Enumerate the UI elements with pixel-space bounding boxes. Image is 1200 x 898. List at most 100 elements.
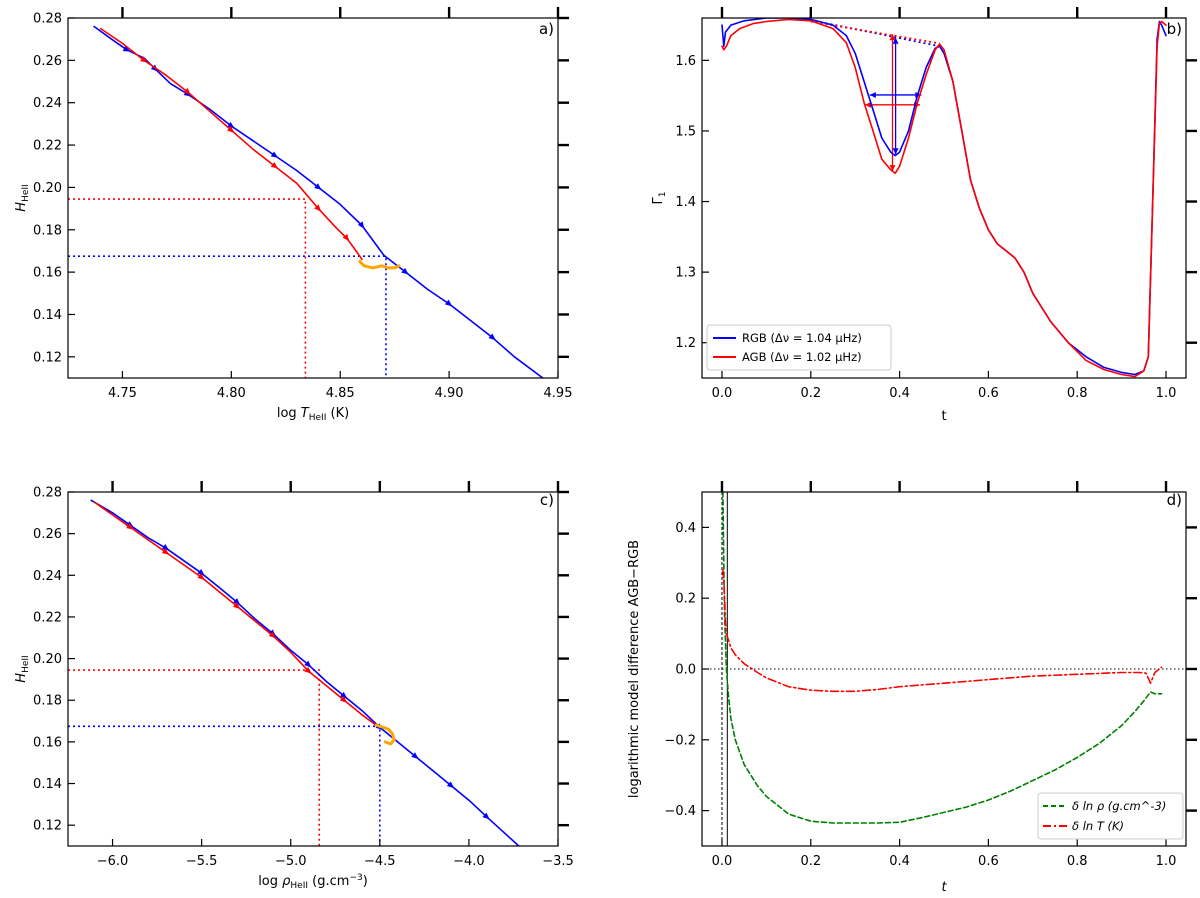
depth-arrow-agb-head-low — [889, 165, 896, 172]
legend-label-temp: δ ln T (K) — [1072, 819, 1124, 833]
y-tick-label: 1.3 — [675, 266, 696, 281]
x-tick-label: 0.0 — [712, 386, 733, 401]
x-tick-label: 0.6 — [978, 386, 999, 401]
direction-arrow — [270, 151, 279, 158]
x-tick-label: 0.8 — [1067, 854, 1088, 869]
y-tick-label: 0.16 — [33, 735, 62, 750]
panel-a: 4.75 4.80 4.85 4.90 4.95 0.12 0.14 0.16 0.18 0.20… — [14, 7, 572, 423]
direction-arrow — [314, 183, 322, 190]
reference-line — [68, 255, 387, 378]
y-tick-label: 0.26 — [33, 527, 62, 542]
x-tick-label: −6.0 — [97, 854, 129, 869]
direction-arrow — [339, 691, 348, 699]
direction-arrow — [161, 548, 170, 555]
y-tick-label: 0.20 — [33, 181, 62, 196]
direction-arrow — [268, 631, 276, 639]
x-tick-label: 0.0 — [712, 854, 733, 869]
direction-arrow — [444, 299, 453, 307]
legend-label-rgb: RGB (Δν = 1.04 μHz) — [742, 331, 862, 345]
y-tick-label: 0.22 — [33, 610, 62, 625]
legend: RGB (Δν = 1.04 μHz) AGB (Δν = 1.02 μHz) — [706, 324, 892, 371]
series-line — [93, 25, 544, 378]
x-tick-label: 4.95 — [544, 386, 573, 401]
reference-line — [68, 198, 307, 378]
x-axis-label: t — [941, 880, 947, 895]
x-tick-label: −5.5 — [186, 854, 218, 869]
x-tick-label: 0.6 — [978, 854, 999, 869]
series-group — [722, 492, 1163, 824]
series-group — [90, 499, 520, 846]
reference-line — [68, 669, 321, 846]
series-line — [90, 499, 520, 846]
direction-arrow — [233, 602, 241, 610]
direction-arrow — [122, 45, 131, 52]
y-tick-label: 0.22 — [33, 139, 62, 154]
ticks: 0.0 0.2 0.4 0.6 0.8 1.0 1.2 1.3 1.4 1.5 1.6 — [675, 7, 1197, 401]
direction-arrow — [342, 233, 350, 242]
y-tick-label: 0.0 — [675, 663, 696, 678]
y-tick-label: 0.14 — [33, 308, 62, 323]
x-tick-label: 0.4 — [889, 386, 910, 401]
legend-label-rho: δ ln ρ (g.cm^-3) — [1072, 799, 1166, 813]
plot-frame — [67, 17, 559, 379]
plot-frame — [701, 17, 1187, 379]
x-tick-label: 0.2 — [800, 854, 821, 869]
panel-label: a) — [539, 20, 554, 38]
y-tick-label: 0.28 — [33, 486, 62, 501]
panel-c: −6.0 −5.5 −5.0 −4.5 −4.0 −3.5 0.12 0.14 0.16 0.18… — [14, 481, 574, 891]
plot-frame — [67, 491, 559, 847]
reference-line — [68, 725, 381, 846]
y-tick-label: 0.24 — [33, 96, 62, 111]
y-tick-label: 0.18 — [33, 223, 62, 238]
series-line — [722, 492, 1163, 824]
y-tick-label: 1.2 — [675, 336, 696, 351]
depth-arrow-rgb-head-low — [892, 148, 899, 155]
x-tick-label: 4.85 — [326, 386, 355, 401]
reference-lines — [68, 198, 387, 378]
direction-arrow — [401, 267, 409, 275]
direction-arrow — [270, 162, 279, 169]
direction-arrow — [227, 121, 235, 129]
ticks: −6.0 −5.5 −5.0 −4.5 −4.0 −3.5 0.12 0.14 0.16 0.18… — [33, 481, 574, 869]
series-line — [721, 18, 1167, 378]
x-tick-label: 0.8 — [1067, 386, 1088, 401]
y-tick-label: 1.6 — [675, 54, 696, 69]
direction-arrow — [304, 666, 312, 674]
y-tick-label: 0.20 — [33, 652, 62, 667]
ticks: 4.75 4.80 4.85 4.90 4.95 0.12 0.14 0.16 0.18 0.20… — [33, 7, 572, 401]
y-axis-label: Γ1 — [651, 192, 668, 205]
panel-label: d) — [1167, 491, 1182, 509]
y-tick-label: 0.24 — [33, 569, 62, 584]
direction-arrow — [183, 87, 191, 95]
width-arrow-rgb-head-left — [869, 91, 876, 98]
x-axis-label: t — [941, 409, 946, 424]
panel-b: 0.0 0.2 0.4 0.6 0.8 1.0 1.2 1.3 1.4 1.5 1.6 b) t Γ… — [651, 7, 1197, 424]
legend-box — [706, 324, 892, 371]
series-group — [721, 18, 1167, 378]
x-tick-label: 4.80 — [217, 386, 246, 401]
plot-frame — [701, 491, 1187, 847]
series-line — [93, 501, 378, 727]
reference-lines — [702, 492, 1186, 846]
y-tick-label: 0.4 — [675, 521, 696, 536]
x-tick-label: −4.5 — [364, 854, 396, 869]
direction-arrow — [227, 126, 235, 133]
x-tick-label: 1.0 — [1156, 854, 1177, 869]
y-tick-label: 0.16 — [33, 266, 62, 281]
x-axis-label: log ρHeII (g.cm−3) — [258, 873, 368, 891]
width-arrow-agb-head-left — [864, 101, 871, 108]
legend-box — [1037, 792, 1184, 840]
y-axis-label: logarithmic model difference AGB−RGB — [627, 540, 642, 798]
reference-lines — [68, 669, 381, 846]
x-tick-label: −3.5 — [542, 854, 574, 869]
x-tick-label: 1.0 — [1156, 386, 1177, 401]
direction-arrow — [161, 544, 170, 551]
x-tick-label: 0.2 — [800, 386, 821, 401]
direction-arrow — [304, 660, 312, 668]
depth-arrow-agb-head-high — [889, 34, 896, 41]
y-axis-label: HHeII — [14, 184, 31, 211]
direction-arrow — [357, 221, 365, 229]
y-tick-label: 0.12 — [33, 350, 62, 365]
series-line — [721, 18, 1167, 376]
direction-arrow — [411, 752, 419, 759]
